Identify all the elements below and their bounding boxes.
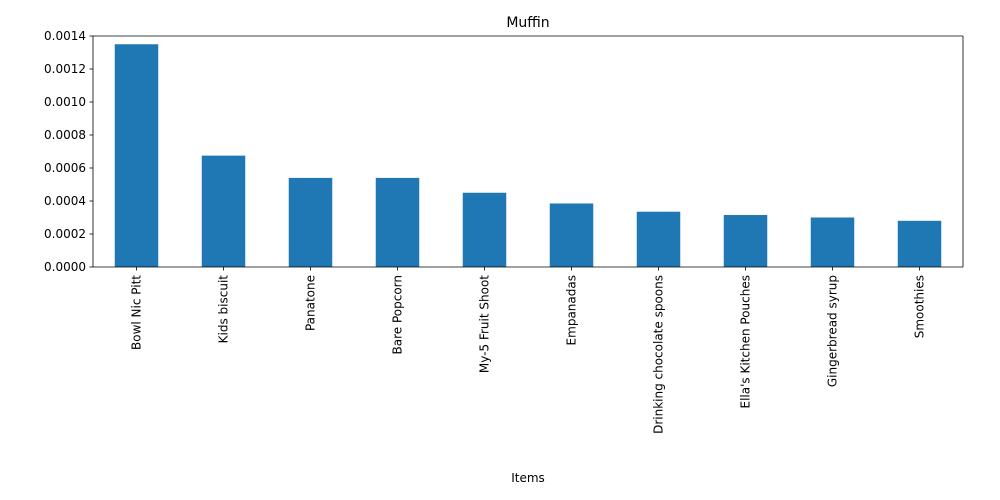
bar-1	[114, 44, 159, 267]
y-tick-label: 0.0000	[44, 260, 86, 274]
x-tick-label: My-5 Fruit Shoot	[478, 275, 492, 373]
x-tick-label: Gingerbread syrup	[826, 275, 840, 387]
bar-3	[288, 177, 333, 267]
y-tick-label: 0.0010	[44, 95, 86, 109]
x-tick-label: Drinking chocolate spoons	[652, 275, 666, 434]
bar-8	[723, 215, 768, 267]
bar-10	[897, 220, 942, 267]
y-tick-label: 0.0008	[44, 128, 86, 142]
bar-4	[375, 177, 420, 267]
x-tick-label: Kids biscuit	[217, 275, 231, 344]
bar-2	[201, 155, 246, 267]
bar-5	[462, 192, 507, 267]
x-tick-label: Bare Popcorn	[391, 275, 405, 355]
y-tick-label: 0.0012	[44, 62, 86, 76]
y-tick-label: 0.0014	[44, 29, 86, 43]
x-tick-label: Bowl Nic Pitt	[130, 275, 144, 350]
x-axis-label: Items	[511, 471, 545, 485]
x-tick-label: Ella's Kitchen Pouches	[739, 275, 753, 408]
x-axis: Bowl Nic Pitt Kids biscuit Panatone Bare Po…	[130, 267, 927, 434]
bar-9	[810, 217, 855, 267]
y-tick-label: 0.0002	[44, 227, 86, 241]
y-tick-label: 0.0004	[44, 194, 86, 208]
x-tick-label: Empanadas	[565, 275, 579, 345]
x-tick-label: Panatone	[304, 275, 318, 331]
x-tick-label: Smoothies	[913, 275, 927, 338]
chart-title: Muffin	[506, 15, 549, 31]
y-axis: 0.0000 0.0002 0.0004 0.0006 0.0008 0.0010 0.00…	[44, 29, 93, 274]
bar-6	[549, 203, 594, 267]
bar-7	[636, 211, 681, 267]
bars-group	[114, 44, 942, 267]
y-tick-label: 0.0006	[44, 161, 86, 175]
